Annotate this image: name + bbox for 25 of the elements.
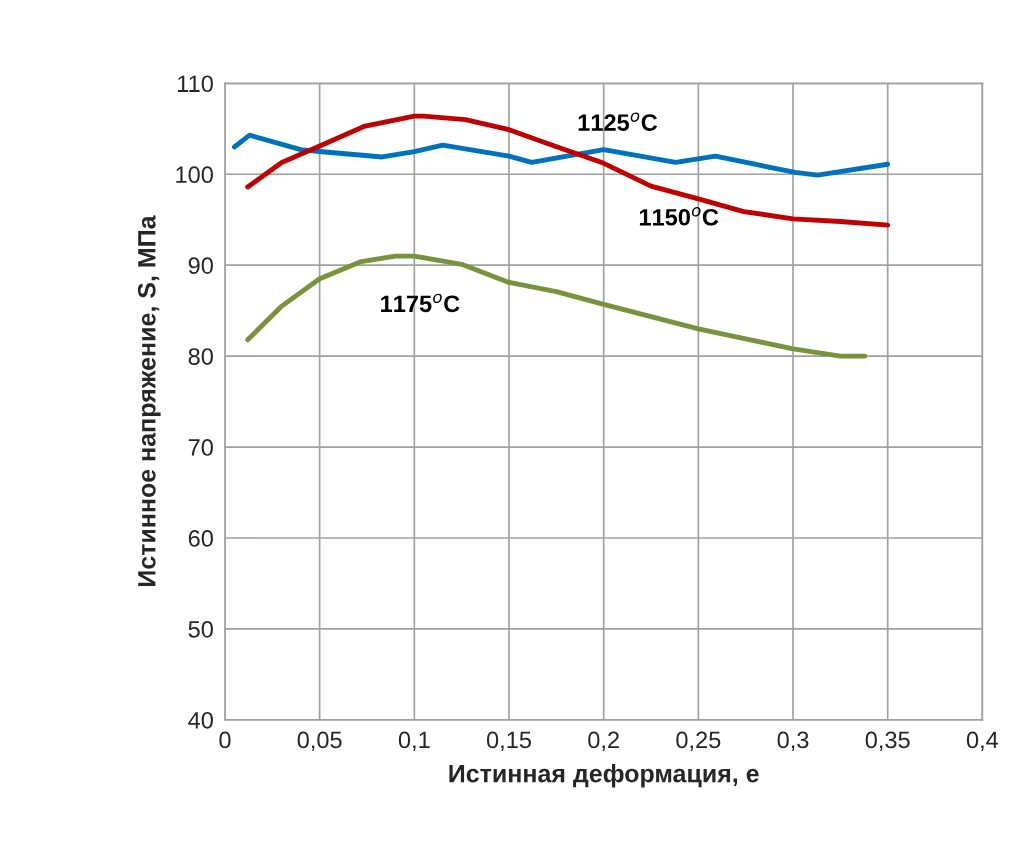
series-label: 1125$^{o}$C <box>578 112 658 131</box>
y-tick-label: 40 <box>188 711 213 729</box>
x-tick-label: 0,4 <box>966 731 999 752</box>
series-label: 1175$^{o}$C <box>381 293 460 313</box>
x-tick-label: 0,3 <box>777 731 809 752</box>
x-tick-label: 0 <box>219 731 231 749</box>
x-tick-label: 0,15 <box>486 731 531 752</box>
line-series <box>245 113 891 228</box>
y-tick-label: 100 <box>176 166 213 184</box>
y-tick-label: 50 <box>188 620 213 638</box>
x-tick-label: 0,35 <box>865 731 910 752</box>
y-tick-label: 60 <box>188 530 213 547</box>
x-axis-title: Истинная деформация, е <box>449 764 759 788</box>
x-tick-label: 0,2 <box>588 731 619 752</box>
line-series <box>232 132 891 178</box>
y-tick-label: 70 <box>188 439 213 456</box>
line-series <box>245 253 868 359</box>
y-tick-label: 80 <box>188 348 213 365</box>
y-axis-title: Истинное напряжение, S, МПа <box>137 215 161 587</box>
series-label: 1150$^{o}$C <box>639 207 719 226</box>
x-tick-label: 0,05 <box>297 731 342 752</box>
y-tick-label: 90 <box>188 257 213 274</box>
x-tick-label: 0,1 <box>398 731 430 752</box>
y-tick-label: 110 <box>178 75 213 93</box>
x-tick-label: 0,25 <box>676 731 721 752</box>
